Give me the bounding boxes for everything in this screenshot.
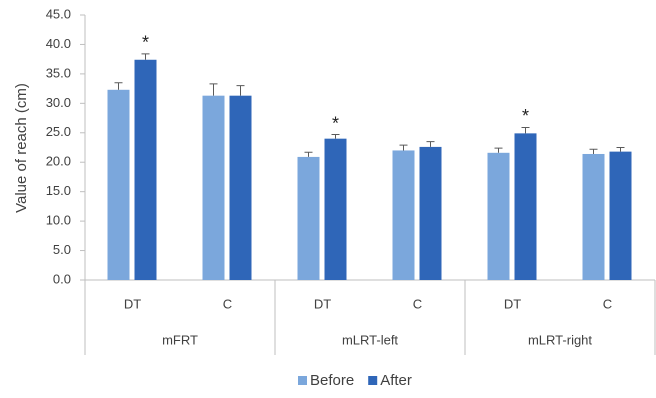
error-bar <box>114 82 123 90</box>
error-bar <box>304 151 313 157</box>
error-bar <box>616 147 625 152</box>
error-bar <box>399 144 408 151</box>
y-tick-label: 25.0 <box>46 124 71 139</box>
bar <box>202 95 225 280</box>
x-tick-label: DT <box>504 296 521 311</box>
significance-marker: * <box>332 113 339 133</box>
y-tick-label: 5.0 <box>53 242 71 257</box>
y-axis-label: Value of reach (cm) <box>13 83 30 213</box>
group-label: mFRT <box>162 332 198 347</box>
x-tick-label: DT <box>314 296 331 311</box>
y-tick-label: 20.0 <box>46 154 71 169</box>
y-tick-label: 45.0 <box>46 6 71 21</box>
y-tick-label: 10.0 <box>46 213 71 228</box>
group-label: mLRT-left <box>342 332 398 347</box>
bar <box>609 151 632 280</box>
significance-marker: * <box>142 33 149 53</box>
bar <box>487 152 510 280</box>
error-bar <box>236 85 245 96</box>
bar <box>324 138 347 280</box>
y-tick-label: 30.0 <box>46 95 71 110</box>
y-tick-label: 40.0 <box>46 36 71 51</box>
bar <box>107 89 130 281</box>
legend-label: After <box>380 372 412 389</box>
group-label: mLRT-right <box>528 332 592 347</box>
error-bar <box>426 141 435 147</box>
error-bar <box>494 147 503 153</box>
legend-swatch <box>368 376 378 385</box>
error-bar <box>521 126 530 134</box>
bar <box>582 153 605 280</box>
legend-swatch <box>298 376 307 385</box>
x-tick-label: DT <box>124 296 141 311</box>
y-tick-label: 15.0 <box>46 183 71 198</box>
bar <box>392 150 415 280</box>
bar <box>514 133 537 280</box>
bar <box>419 146 442 280</box>
legend-label: Before <box>310 372 354 389</box>
x-tick-label: C <box>413 296 422 311</box>
error-bar <box>141 53 150 60</box>
bar <box>229 95 252 280</box>
y-tick-label: 0.0 <box>53 271 71 286</box>
y-tick-label: 35.0 <box>46 65 71 80</box>
error-bar <box>209 83 218 96</box>
error-bar <box>331 134 340 139</box>
bar <box>134 59 157 280</box>
bar <box>297 156 320 280</box>
x-tick-label: C <box>603 296 612 311</box>
x-tick-label: C <box>223 296 232 311</box>
error-bar <box>589 148 598 154</box>
significance-marker: * <box>522 106 529 126</box>
